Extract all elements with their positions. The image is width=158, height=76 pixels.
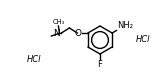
Text: HCl: HCl xyxy=(136,35,151,45)
Text: CH₃: CH₃ xyxy=(52,18,64,24)
Text: O: O xyxy=(74,28,81,37)
Text: F: F xyxy=(97,60,102,69)
Text: N: N xyxy=(53,28,60,37)
Text: HCl: HCl xyxy=(27,54,41,64)
Text: NH₂: NH₂ xyxy=(117,21,133,30)
